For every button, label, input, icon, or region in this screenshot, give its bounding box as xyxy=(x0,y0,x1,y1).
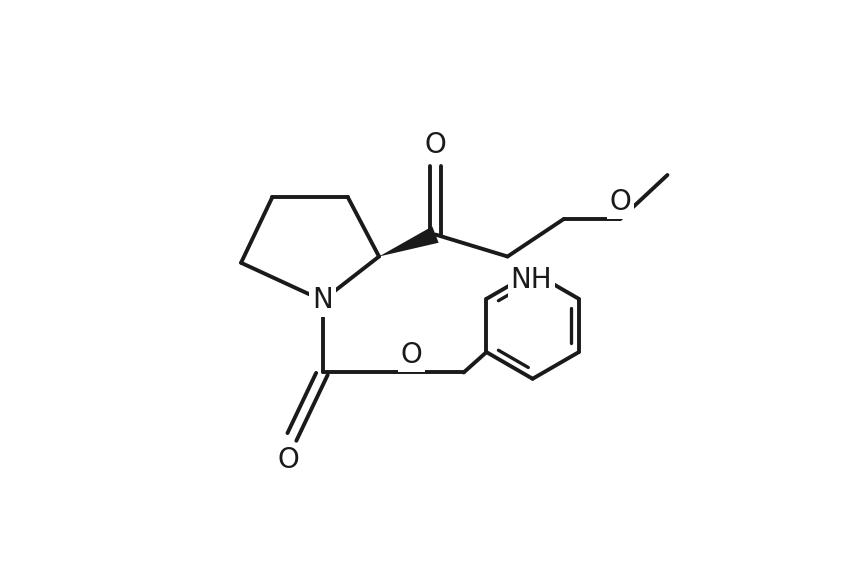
Text: O: O xyxy=(277,446,299,474)
Text: N: N xyxy=(312,286,333,315)
Text: NH: NH xyxy=(510,266,552,294)
Text: O: O xyxy=(609,188,631,215)
Text: O: O xyxy=(424,131,446,159)
Text: O: O xyxy=(401,341,423,369)
Polygon shape xyxy=(379,226,438,256)
